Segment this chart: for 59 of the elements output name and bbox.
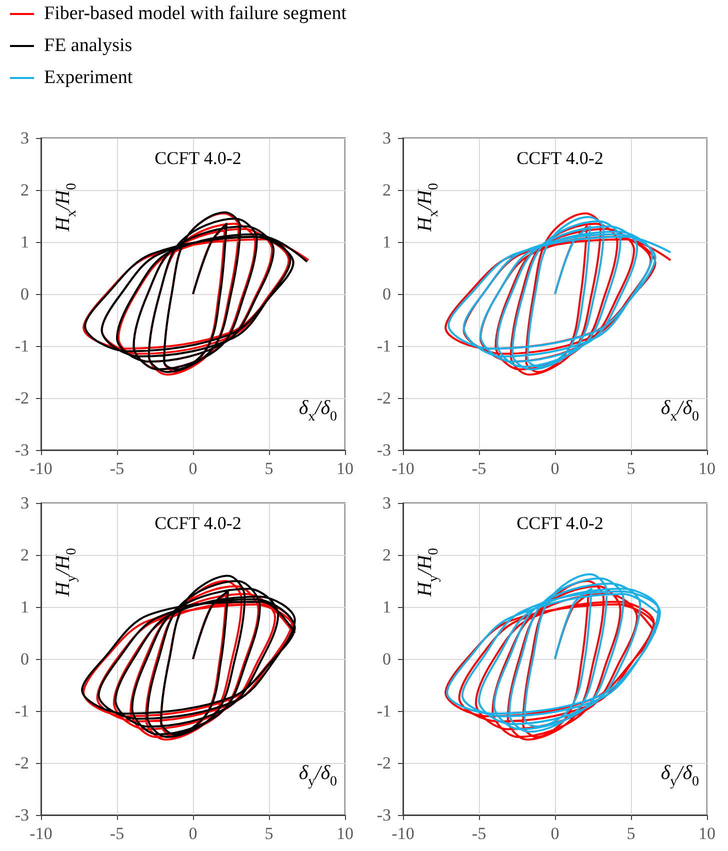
x-tick-label: 10 <box>698 824 716 843</box>
x-tick-label: 5 <box>626 824 636 843</box>
text: CCFT 4.0-2 <box>154 513 242 533</box>
y-tick-label: 1 <box>382 598 391 616</box>
x-tick-label: -10 <box>392 824 414 843</box>
x-tick-label: -10 <box>30 824 52 843</box>
y-tick-label: -2 <box>14 388 29 408</box>
legend-label: Experiment <box>44 67 133 89</box>
x-tick-label: 10 <box>698 459 716 478</box>
y-tick-label: 1 <box>382 232 391 252</box>
x-tick-label: 10 <box>336 459 354 478</box>
x-tick-label: 10 <box>336 824 354 843</box>
y-tick-label: 3 <box>382 128 391 148</box>
x-tick-label: 5 <box>264 824 274 843</box>
text: CCFT 4.0-2 <box>516 513 604 533</box>
y-tick-label: -2 <box>376 754 391 772</box>
y-tick-label: 0 <box>20 650 29 668</box>
x-tick-label: 0 <box>188 459 198 478</box>
x-tick-label: 5 <box>626 459 636 478</box>
y-tick-label: -2 <box>376 388 391 408</box>
y-tick-label: 0 <box>382 284 391 304</box>
legend-label: Fiber-based model with failure segment <box>44 3 346 25</box>
y-tick-label: -3 <box>14 806 29 824</box>
y-tick-label: 2 <box>20 546 29 564</box>
y-tick-label: 1 <box>20 598 29 616</box>
x-tick-label: -5 <box>110 459 124 478</box>
x-tick-label: 0 <box>550 459 560 478</box>
x-tick-label: 0 <box>550 824 560 843</box>
x-tick-label: -10 <box>392 459 414 478</box>
x-tick-label: 5 <box>264 459 274 478</box>
y-tick-label: -2 <box>14 754 29 772</box>
x-tick-label: -5 <box>472 459 486 478</box>
y-tick-label: -3 <box>376 440 391 460</box>
y-tick-label: 2 <box>382 546 391 564</box>
y-tick-label: 3 <box>20 494 29 512</box>
x-tick-label: -10 <box>30 459 52 478</box>
text: CCFT 4.0-2 <box>516 148 604 168</box>
y-tick-label: -3 <box>376 806 391 824</box>
y-axis-title: Hy/H0 <box>414 548 442 598</box>
y-tick-label: -1 <box>376 702 391 720</box>
y-tick-label: -1 <box>14 336 29 356</box>
y-tick-label: 2 <box>382 180 391 200</box>
y-tick-label: 0 <box>382 650 391 668</box>
y-tick-label: 0 <box>20 284 29 304</box>
y-tick-label: 3 <box>382 494 391 512</box>
y-tick-label: -1 <box>14 702 29 720</box>
y-axis-title: Hx/H0 <box>52 183 80 232</box>
y-tick-label: 3 <box>20 128 29 148</box>
legend-label: FE analysis <box>44 35 132 57</box>
y-axis-title: Hy/H0 <box>52 548 80 598</box>
y-tick-label: 1 <box>20 232 29 252</box>
y-tick-label: -1 <box>376 336 391 356</box>
x-tick-label: -5 <box>110 824 124 843</box>
text: CCFT 4.0-2 <box>154 148 242 168</box>
x-tick-label: 0 <box>188 824 198 843</box>
x-tick-label: -5 <box>472 824 486 843</box>
y-tick-label: -3 <box>14 440 29 460</box>
y-tick-label: 2 <box>20 180 29 200</box>
y-axis-title: Hx/H0 <box>414 183 442 232</box>
